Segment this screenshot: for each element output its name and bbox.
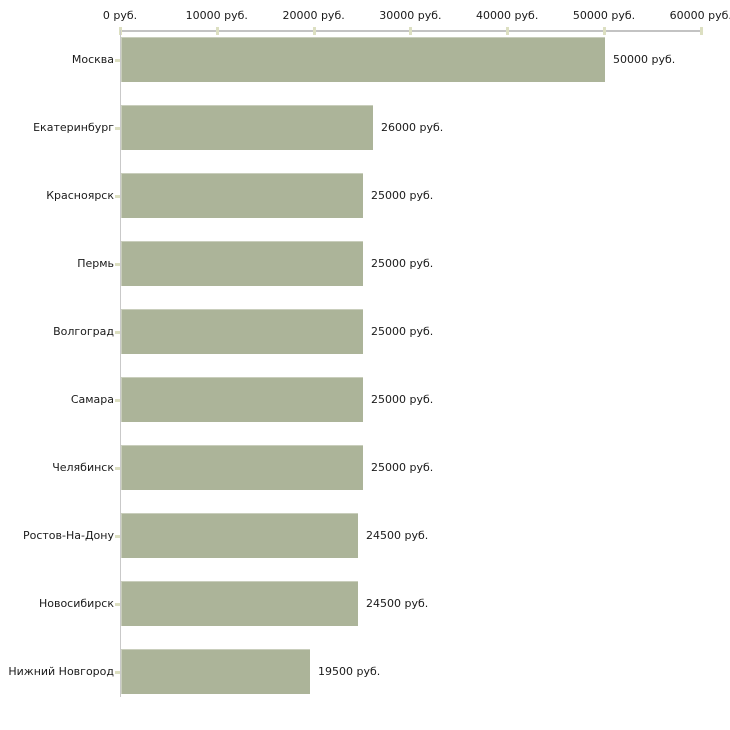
value-label: 24500 руб. xyxy=(366,597,429,610)
x-axis-tick-label: 40000 руб. xyxy=(476,9,539,22)
bar xyxy=(121,309,363,354)
value-label: 25000 руб. xyxy=(371,257,434,270)
x-axis-tick-mark xyxy=(312,27,316,35)
category-label: Пермь xyxy=(77,257,114,270)
category-label: Москва xyxy=(71,53,114,66)
category-label: Новосибирск xyxy=(38,597,114,610)
category-tick-mark xyxy=(115,534,120,538)
category-label: Волгоград xyxy=(53,325,114,338)
category-tick-mark xyxy=(115,262,120,266)
value-label: 25000 руб. xyxy=(371,461,434,474)
value-label: 24500 руб. xyxy=(366,529,429,542)
category-tick-mark xyxy=(115,330,120,334)
bar xyxy=(121,241,363,286)
x-axis-tick-mark xyxy=(409,27,413,35)
y-axis-line xyxy=(120,30,121,697)
x-axis-tick-mark xyxy=(699,27,703,35)
x-axis-tick-label: 60000 руб. xyxy=(669,9,730,22)
bar xyxy=(121,581,358,626)
category-tick-mark xyxy=(115,194,120,198)
category-label: Челябинск xyxy=(52,461,114,474)
bar xyxy=(121,37,605,82)
bar xyxy=(121,649,310,694)
value-label: 50000 руб. xyxy=(613,53,676,66)
value-label: 25000 руб. xyxy=(371,393,434,406)
bar xyxy=(121,105,373,150)
x-axis-tick-mark xyxy=(603,27,606,35)
value-label: 25000 руб. xyxy=(371,189,434,202)
x-axis-tick-label: 0 руб. xyxy=(102,9,138,22)
category-tick-mark xyxy=(115,466,120,470)
category-label: Нижний Новгород xyxy=(8,665,114,678)
category-tick-mark xyxy=(115,58,120,62)
category-tick-mark xyxy=(115,602,120,606)
x-axis-tick-label: 30000 руб. xyxy=(379,9,442,22)
category-label: Красноярск xyxy=(46,189,114,202)
value-label: 19500 руб. xyxy=(318,665,381,678)
category-tick-mark xyxy=(115,398,120,402)
bar xyxy=(121,173,363,218)
x-axis-tick-label: 50000 руб. xyxy=(572,9,636,22)
x-axis-tick-label: 20000 руб. xyxy=(282,9,345,22)
category-tick-mark xyxy=(115,126,120,130)
x-axis-tick-label: 10000 руб. xyxy=(185,9,248,22)
value-label: 25000 руб. xyxy=(371,325,434,338)
bar xyxy=(121,513,358,558)
category-tick-mark xyxy=(115,670,120,674)
value-label: 26000 руб. xyxy=(381,121,444,134)
bar xyxy=(121,445,363,490)
category-label: Самара xyxy=(70,393,114,406)
category-label: Екатеринбург xyxy=(33,121,114,134)
x-axis-tick-mark xyxy=(215,27,219,35)
x-axis-tick-mark xyxy=(506,27,510,35)
bar xyxy=(121,377,363,422)
category-label: Ростов-На-Дону xyxy=(22,529,114,542)
